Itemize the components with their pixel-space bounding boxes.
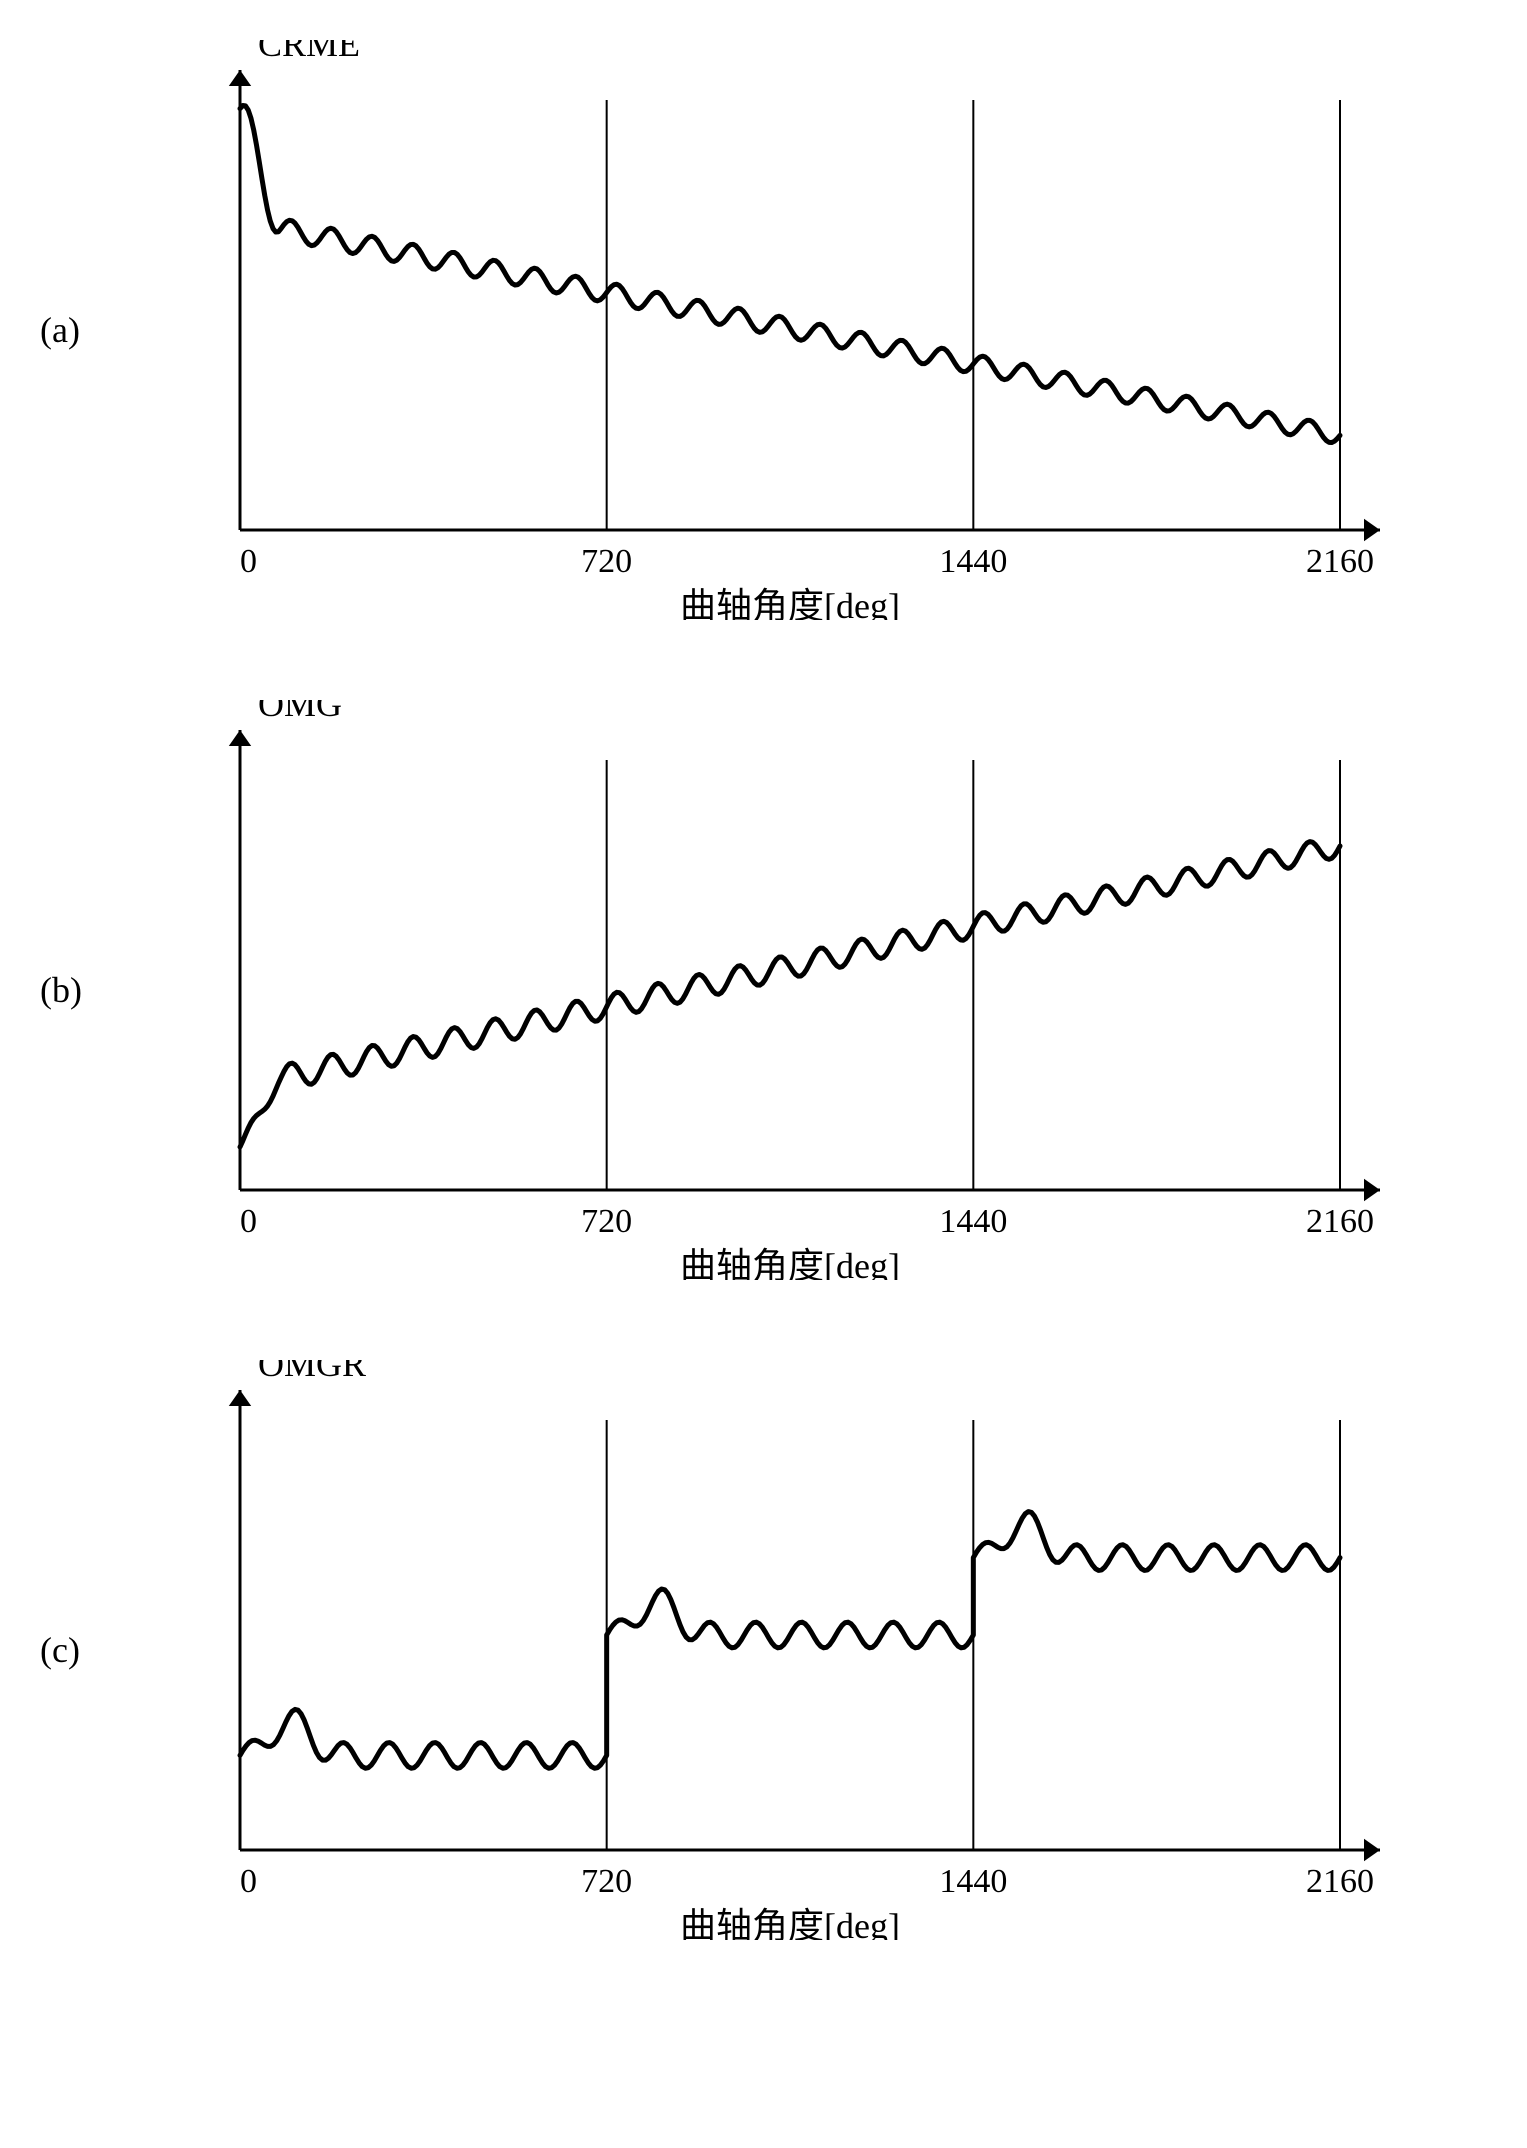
- svg-text:1440: 1440: [939, 1863, 1007, 1900]
- svg-text:2160: 2160: [1306, 1863, 1374, 1900]
- svg-text:曲轴角度[deg]: 曲轴角度[deg]: [680, 586, 900, 620]
- panel-label: (c): [40, 1629, 140, 1671]
- svg-text:720: 720: [581, 1863, 632, 1900]
- svg-text:1440: 1440: [939, 1203, 1007, 1240]
- chart-row-b: (b) 0 720 1440 2160 曲轴角度[deg] OMG: [40, 700, 1487, 1280]
- svg-text:曲轴角度[deg]: 曲轴角度[deg]: [680, 1906, 900, 1940]
- panel-label: (a): [40, 309, 140, 351]
- svg-text:0: 0: [240, 1203, 257, 1240]
- svg-text:曲轴角度[deg]: 曲轴角度[deg]: [680, 1246, 900, 1280]
- svg-text:OMG: OMG: [258, 700, 342, 724]
- svg-text:1440: 1440: [939, 543, 1007, 580]
- chart-b: 0 720 1440 2160 曲轴角度[deg] OMG: [140, 700, 1487, 1280]
- svg-text:0: 0: [240, 543, 257, 580]
- svg-text:2160: 2160: [1306, 543, 1374, 580]
- chart-a: 0 720 1440 2160 曲轴角度[deg] CRME: [140, 40, 1487, 620]
- chart-row-c: (c) 0 720 1440 2160 曲轴角度[deg] OMGR: [40, 1360, 1487, 1940]
- svg-text:OMGR: OMGR: [258, 1360, 366, 1384]
- svg-text:2160: 2160: [1306, 1203, 1374, 1240]
- svg-text:720: 720: [581, 543, 632, 580]
- chart-row-a: (a) 0 720 1440 2160 曲轴角度[deg] CRME: [40, 40, 1487, 620]
- svg-text:720: 720: [581, 1203, 632, 1240]
- svg-text:0: 0: [240, 1863, 257, 1900]
- panel-label: (b): [40, 969, 140, 1011]
- svg-text:CRME: CRME: [258, 40, 360, 64]
- chart-c: 0 720 1440 2160 曲轴角度[deg] OMGR: [140, 1360, 1487, 1940]
